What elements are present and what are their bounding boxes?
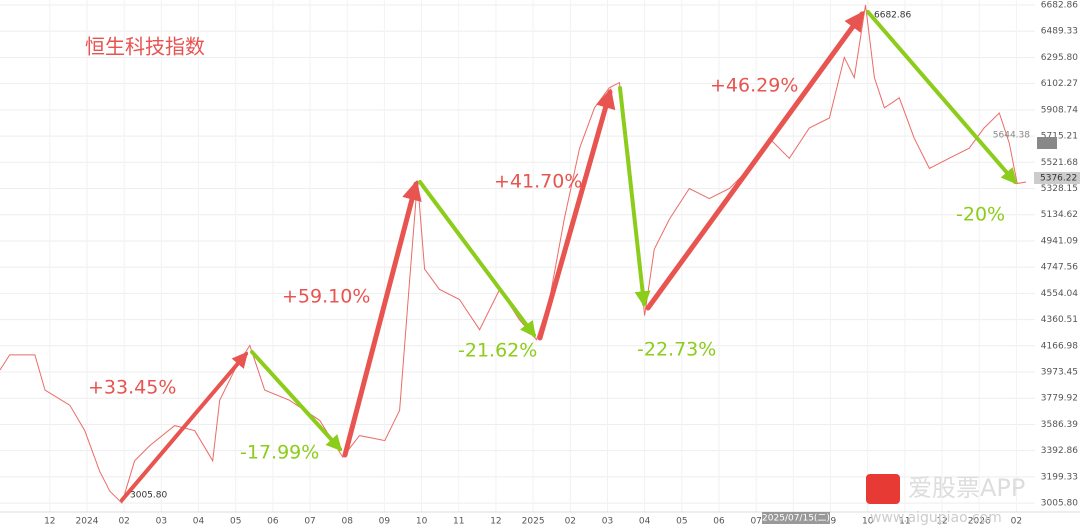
- x-tick-label: 05: [230, 517, 241, 527]
- x-tick-label: 07: [750, 517, 761, 527]
- y-tick-label: 4554.04: [1041, 289, 1078, 299]
- arrow-down: [866, 10, 1018, 185]
- arrow-up: [120, 351, 249, 502]
- x-tick-label: 04: [193, 517, 205, 527]
- y-tick-label: 5908.74: [1041, 105, 1078, 115]
- x-tick-label: 06: [713, 517, 725, 527]
- y-tick-label: 3392.86: [1041, 446, 1078, 456]
- y-tick-label: 6102.27: [1041, 79, 1078, 89]
- y-tick-label: 3005.80: [1041, 499, 1078, 509]
- annotation: -22.73%: [637, 339, 716, 361]
- annotation: +41.70%: [494, 171, 582, 193]
- watermark: 爱股票APP: [908, 474, 1025, 502]
- x-tick-label: 2024: [76, 517, 99, 527]
- y-tick-label: 5134.62: [1041, 210, 1078, 220]
- x-tick-label: 11: [899, 517, 910, 527]
- x-tick-label: 02: [118, 517, 129, 527]
- annotation: -20%: [956, 204, 1005, 226]
- line-series: [0, 4, 1027, 505]
- x-tick-label: 2026: [968, 517, 991, 527]
- grid: [0, 0, 1080, 513]
- y-tick-label: 3586.39: [1041, 420, 1078, 430]
- y-tick-label: 3779.92: [1041, 394, 1078, 404]
- y-tick-label: 4166.98: [1041, 341, 1078, 351]
- x-tick-label: 12: [490, 517, 501, 527]
- plot: [0, 4, 1027, 505]
- price-label: 5376.22: [1040, 174, 1077, 184]
- watermark-url: www.aigupiao.com: [870, 510, 1002, 526]
- x-tick-label: 12: [936, 517, 947, 527]
- x-tick-label: 10: [416, 517, 428, 527]
- arrow-up: [645, 10, 865, 311]
- x-tick-label: 2025: [522, 517, 545, 527]
- arrow-down: [250, 350, 343, 452]
- annotation: +59.10%: [282, 286, 370, 308]
- x-tick-label: 03: [156, 517, 167, 527]
- x-tick-label: 10: [862, 517, 874, 527]
- y-tick-label: 5521.68: [1041, 158, 1078, 168]
- crosshair-box: [762, 512, 830, 524]
- annotation: -17.99%: [240, 442, 319, 464]
- price-box: [1037, 137, 1057, 149]
- x-tick-label: 05: [676, 517, 687, 527]
- chart-title: 恒生科技指数: [85, 35, 205, 59]
- arrows: [120, 10, 1018, 502]
- y-tick-label: 5715.21: [1041, 132, 1078, 142]
- y-tick-label: 6295.80: [1041, 53, 1078, 63]
- x-tick-label: 09: [825, 517, 837, 527]
- price-box: [1034, 172, 1080, 184]
- x-tick-label: 12: [44, 517, 55, 527]
- x-tick-label: 02: [1011, 517, 1022, 527]
- point-label: 3005.80: [130, 491, 167, 501]
- x-tick-label: 06: [267, 517, 279, 527]
- y-tick-label: 5328.15: [1041, 184, 1078, 194]
- arrow-up: [537, 88, 616, 341]
- x-tick-label: 04: [639, 517, 651, 527]
- y-tick-label: 6489.33: [1041, 27, 1078, 37]
- x-tick-label: 11: [453, 517, 464, 527]
- y-tick-label: 6682.86: [1041, 1, 1078, 11]
- arrow-down: [618, 86, 651, 308]
- x-tick-label: 03: [602, 517, 613, 527]
- x-tick-label: 07: [304, 517, 315, 527]
- y-tick-label: 4360.51: [1041, 315, 1078, 325]
- annotation: -21.62%: [458, 340, 537, 362]
- y-tick-label: 4941.09: [1041, 236, 1078, 246]
- annotation: +33.45%: [88, 377, 176, 399]
- y-tick-label: 3973.45: [1041, 368, 1078, 378]
- x-tick-label: 02: [565, 517, 576, 527]
- y-tick-label: 4747.56: [1041, 263, 1078, 273]
- annotation: +46.29%: [710, 75, 798, 97]
- logo: [866, 474, 900, 504]
- x-tick-label: 08: [342, 517, 354, 527]
- x-tick-label: 09: [379, 517, 391, 527]
- arrow-down: [418, 180, 536, 338]
- y-tick-label: 3199.33: [1041, 472, 1078, 482]
- labels: 6682.86 6489.33 6295.80 6102.27 5908.74 5715.…: [44, 1, 1078, 527]
- arrow-up: [342, 180, 422, 458]
- point-label: 6682.86: [874, 11, 911, 21]
- crosshair-label: 2025/07/15(二): [762, 514, 830, 524]
- price-label: 5644.38: [993, 131, 1030, 141]
